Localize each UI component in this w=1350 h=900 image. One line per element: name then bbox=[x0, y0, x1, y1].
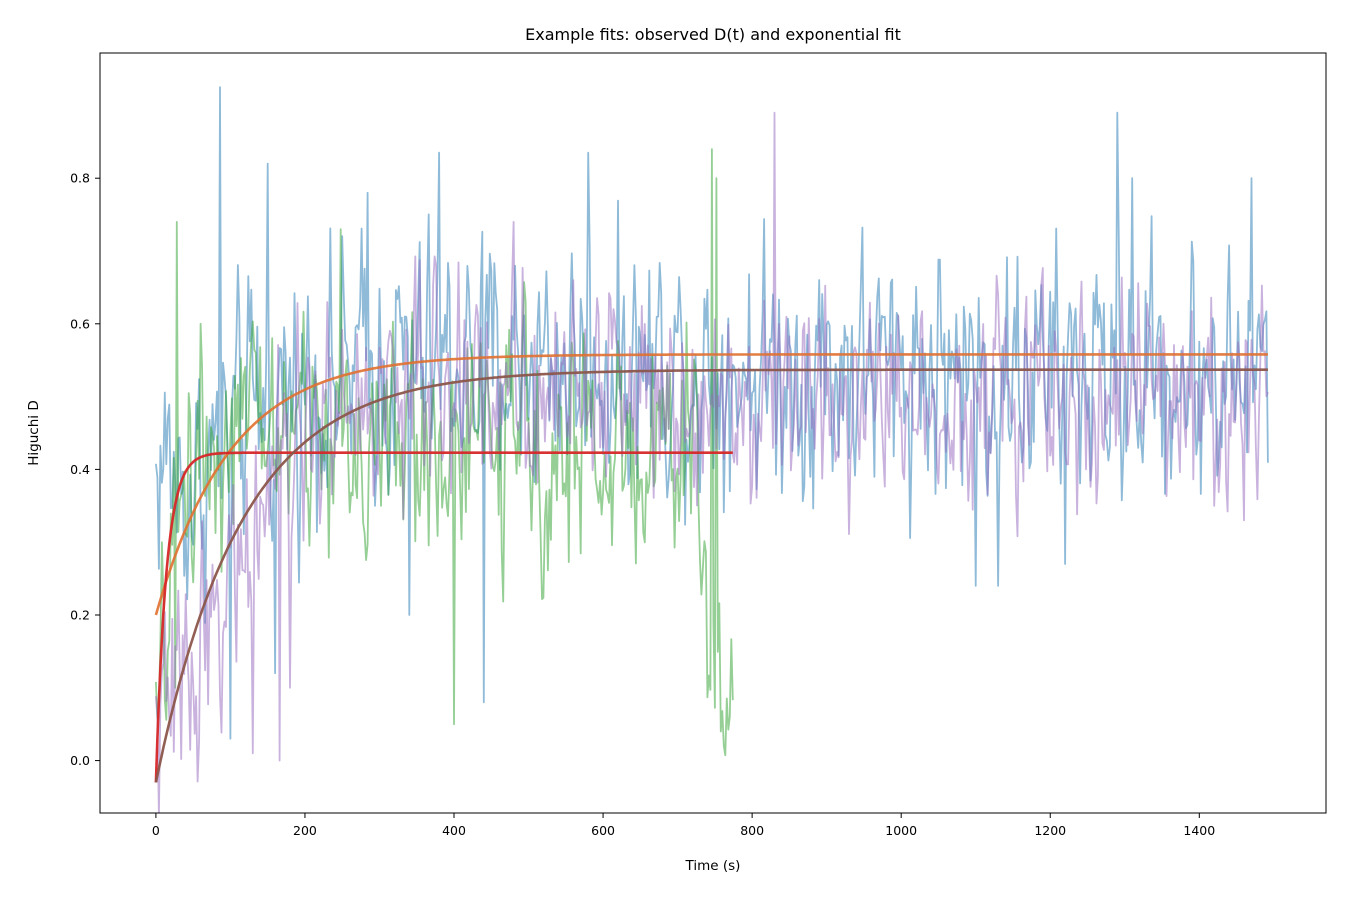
fit-series-line bbox=[154, 353, 1268, 616]
x-tick-label: 600 bbox=[591, 823, 615, 838]
x-axis-label: Time (s) bbox=[685, 858, 741, 874]
fit-series-line bbox=[154, 368, 1268, 783]
fit-series-layer bbox=[154, 353, 1268, 783]
x-axis: 0 200 400 600 800 1000 1200 1400 bbox=[152, 813, 1215, 838]
y-axis: 0.0 0.2 0.4 0.6 0.8 bbox=[70, 171, 100, 768]
plot-frame bbox=[99, 52, 1327, 814]
fit-series-line bbox=[154, 451, 733, 783]
x-tick-label: 1200 bbox=[1034, 823, 1066, 838]
x-tick-label: 800 bbox=[740, 823, 764, 838]
observed-series-line bbox=[155, 111, 1269, 813]
y-tick-label: 0.2 bbox=[70, 607, 90, 622]
x-tick-label: 0 bbox=[152, 823, 160, 838]
y-tick-label: 0.0 bbox=[70, 753, 90, 768]
x-tick-label: 1400 bbox=[1183, 823, 1215, 838]
x-tick-label: 400 bbox=[442, 823, 466, 838]
x-tick-label: 1000 bbox=[885, 823, 917, 838]
chart-title: Example fits: observed D(t) and exponent… bbox=[525, 25, 901, 44]
y-tick-label: 0.8 bbox=[70, 171, 90, 186]
y-tick-label: 0.6 bbox=[70, 316, 90, 331]
observed-series-line bbox=[155, 148, 734, 757]
y-axis-label: Higuchi D bbox=[26, 400, 42, 465]
observed-series-layer bbox=[155, 86, 1269, 813]
y-tick-label: 0.4 bbox=[70, 462, 90, 477]
x-tick-label: 200 bbox=[293, 823, 317, 838]
